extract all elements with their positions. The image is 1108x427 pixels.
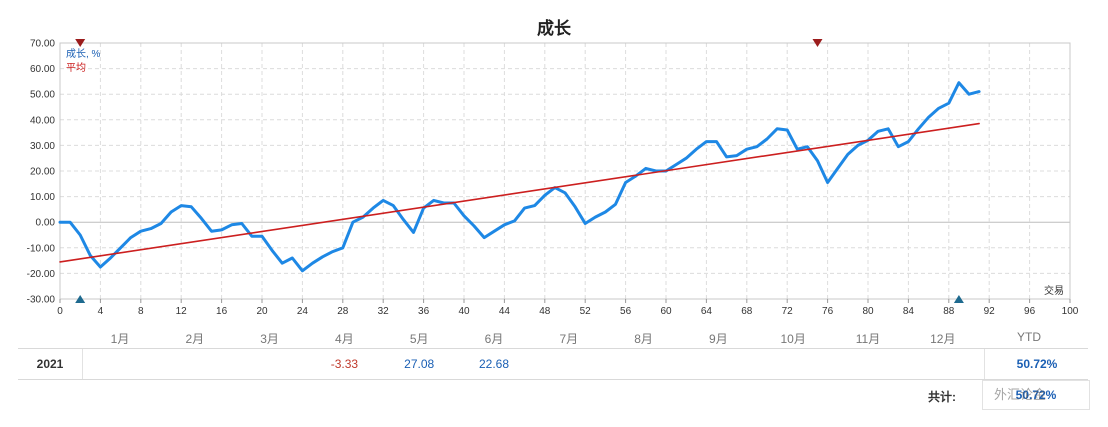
x-tick-label: 84 bbox=[903, 306, 915, 317]
x-tick-label: 100 bbox=[1062, 306, 1079, 317]
x-tick-label: 40 bbox=[458, 306, 470, 317]
chart-labels: -30.00 -20.00 -10.00 0.00 10.00 20.00 30.00 40.… bbox=[27, 39, 1079, 318]
y-tick-label: -10.00 bbox=[27, 243, 56, 254]
y-tick-label: -30.00 bbox=[27, 295, 56, 306]
month-header: 10月 bbox=[780, 332, 806, 346]
month-header: 6月 bbox=[484, 332, 504, 346]
top-marker bbox=[75, 39, 86, 47]
x-tick-label: 4 bbox=[98, 306, 104, 317]
month-header: 11月 bbox=[855, 332, 881, 346]
x-tick-label: 56 bbox=[620, 306, 632, 317]
x-tick-label: 24 bbox=[297, 306, 309, 317]
y-tick-label: -20.00 bbox=[27, 269, 56, 280]
month-header: 12月 bbox=[930, 332, 956, 346]
growth-series-line bbox=[58, 81, 981, 273]
month-header: 1月 bbox=[110, 332, 130, 346]
top-marker bbox=[812, 39, 823, 47]
x-tick-label: 16 bbox=[216, 306, 228, 317]
growth-chart: -30.00 -20.00 -10.00 0.00 10.00 20.00 30.00 40.… bbox=[27, 39, 1079, 318]
chart-axes bbox=[59, 42, 1071, 303]
month-header: 4月 bbox=[335, 332, 354, 346]
x-tick-label: 64 bbox=[701, 306, 713, 317]
y-tick-label: 10.00 bbox=[30, 192, 55, 203]
month-header: 7月 bbox=[559, 332, 579, 346]
x-tick-label: 52 bbox=[580, 306, 592, 317]
y-tick-label: 60.00 bbox=[30, 64, 55, 75]
y-tick-label: 70.00 bbox=[30, 39, 55, 50]
x-tick-label: 76 bbox=[822, 306, 834, 317]
x-tick-label: 36 bbox=[418, 306, 430, 317]
average-series-line bbox=[59, 122, 980, 263]
watermark: 外汇论金 bbox=[994, 387, 1047, 402]
chart-grid bbox=[60, 43, 1070, 299]
x-tick-label: 8 bbox=[138, 306, 144, 317]
table-row: 2021 50.72% -3.33 27.08 22.68 bbox=[18, 348, 1088, 380]
x-tick-label: 12 bbox=[176, 306, 188, 317]
x-tick-label: 0 bbox=[57, 306, 63, 317]
x-tick-label: 60 bbox=[660, 306, 672, 317]
x-tick-label: 48 bbox=[539, 306, 551, 317]
total-label: 共计: bbox=[928, 390, 956, 404]
chart-title: 成长 bbox=[537, 19, 571, 38]
x-tick-label: 88 bbox=[943, 306, 955, 317]
month-value: 27.08 bbox=[404, 357, 435, 371]
plot-frame bbox=[59, 42, 1071, 300]
month-header: 5月 bbox=[409, 332, 429, 346]
y-tick-label: 20.00 bbox=[30, 167, 55, 178]
month-header-row: YTD 1月 2月 3月 4月 5月 6月 7月 8月 9月 10月 11月 12月 bbox=[0, 326, 1108, 346]
legend-average: 平均 bbox=[66, 62, 86, 74]
chart-markers bbox=[75, 39, 964, 303]
month-header: 3月 bbox=[260, 332, 279, 346]
month-value: -3.33 bbox=[330, 357, 359, 371]
bottom-marker bbox=[75, 295, 86, 303]
year-cell: 2021 bbox=[18, 349, 83, 379]
ytd-value: 50.72% bbox=[984, 349, 1089, 379]
month-header: 8月 bbox=[634, 332, 653, 346]
ytd-header: YTD bbox=[1017, 330, 1041, 344]
month-header: 2月 bbox=[185, 332, 205, 346]
total-value: 50.72% bbox=[982, 380, 1090, 410]
x-axis-label: 交易 bbox=[1044, 284, 1064, 297]
x-tick-label: 32 bbox=[378, 306, 390, 317]
month-value: 22.68 bbox=[478, 357, 510, 371]
x-tick-label: 80 bbox=[862, 306, 874, 317]
x-tick-label: 96 bbox=[1024, 306, 1036, 317]
x-tick-label: 72 bbox=[782, 306, 794, 317]
chart-lines bbox=[58, 81, 981, 273]
y-tick-label: 0.00 bbox=[36, 218, 56, 229]
x-tick-label: 28 bbox=[337, 306, 349, 317]
x-tick-label: 44 bbox=[499, 306, 511, 317]
x-tick-label: 20 bbox=[256, 306, 268, 317]
month-header: 9月 bbox=[709, 332, 728, 346]
x-tick-label: 92 bbox=[984, 306, 996, 317]
x-tick-label: 68 bbox=[741, 306, 753, 317]
bottom-marker bbox=[953, 295, 964, 303]
legend-growth: 成长, % bbox=[66, 48, 101, 60]
y-tick-label: 40.00 bbox=[30, 115, 55, 126]
y-tick-label: 30.00 bbox=[30, 141, 55, 152]
y-tick-label: 50.00 bbox=[30, 90, 55, 101]
